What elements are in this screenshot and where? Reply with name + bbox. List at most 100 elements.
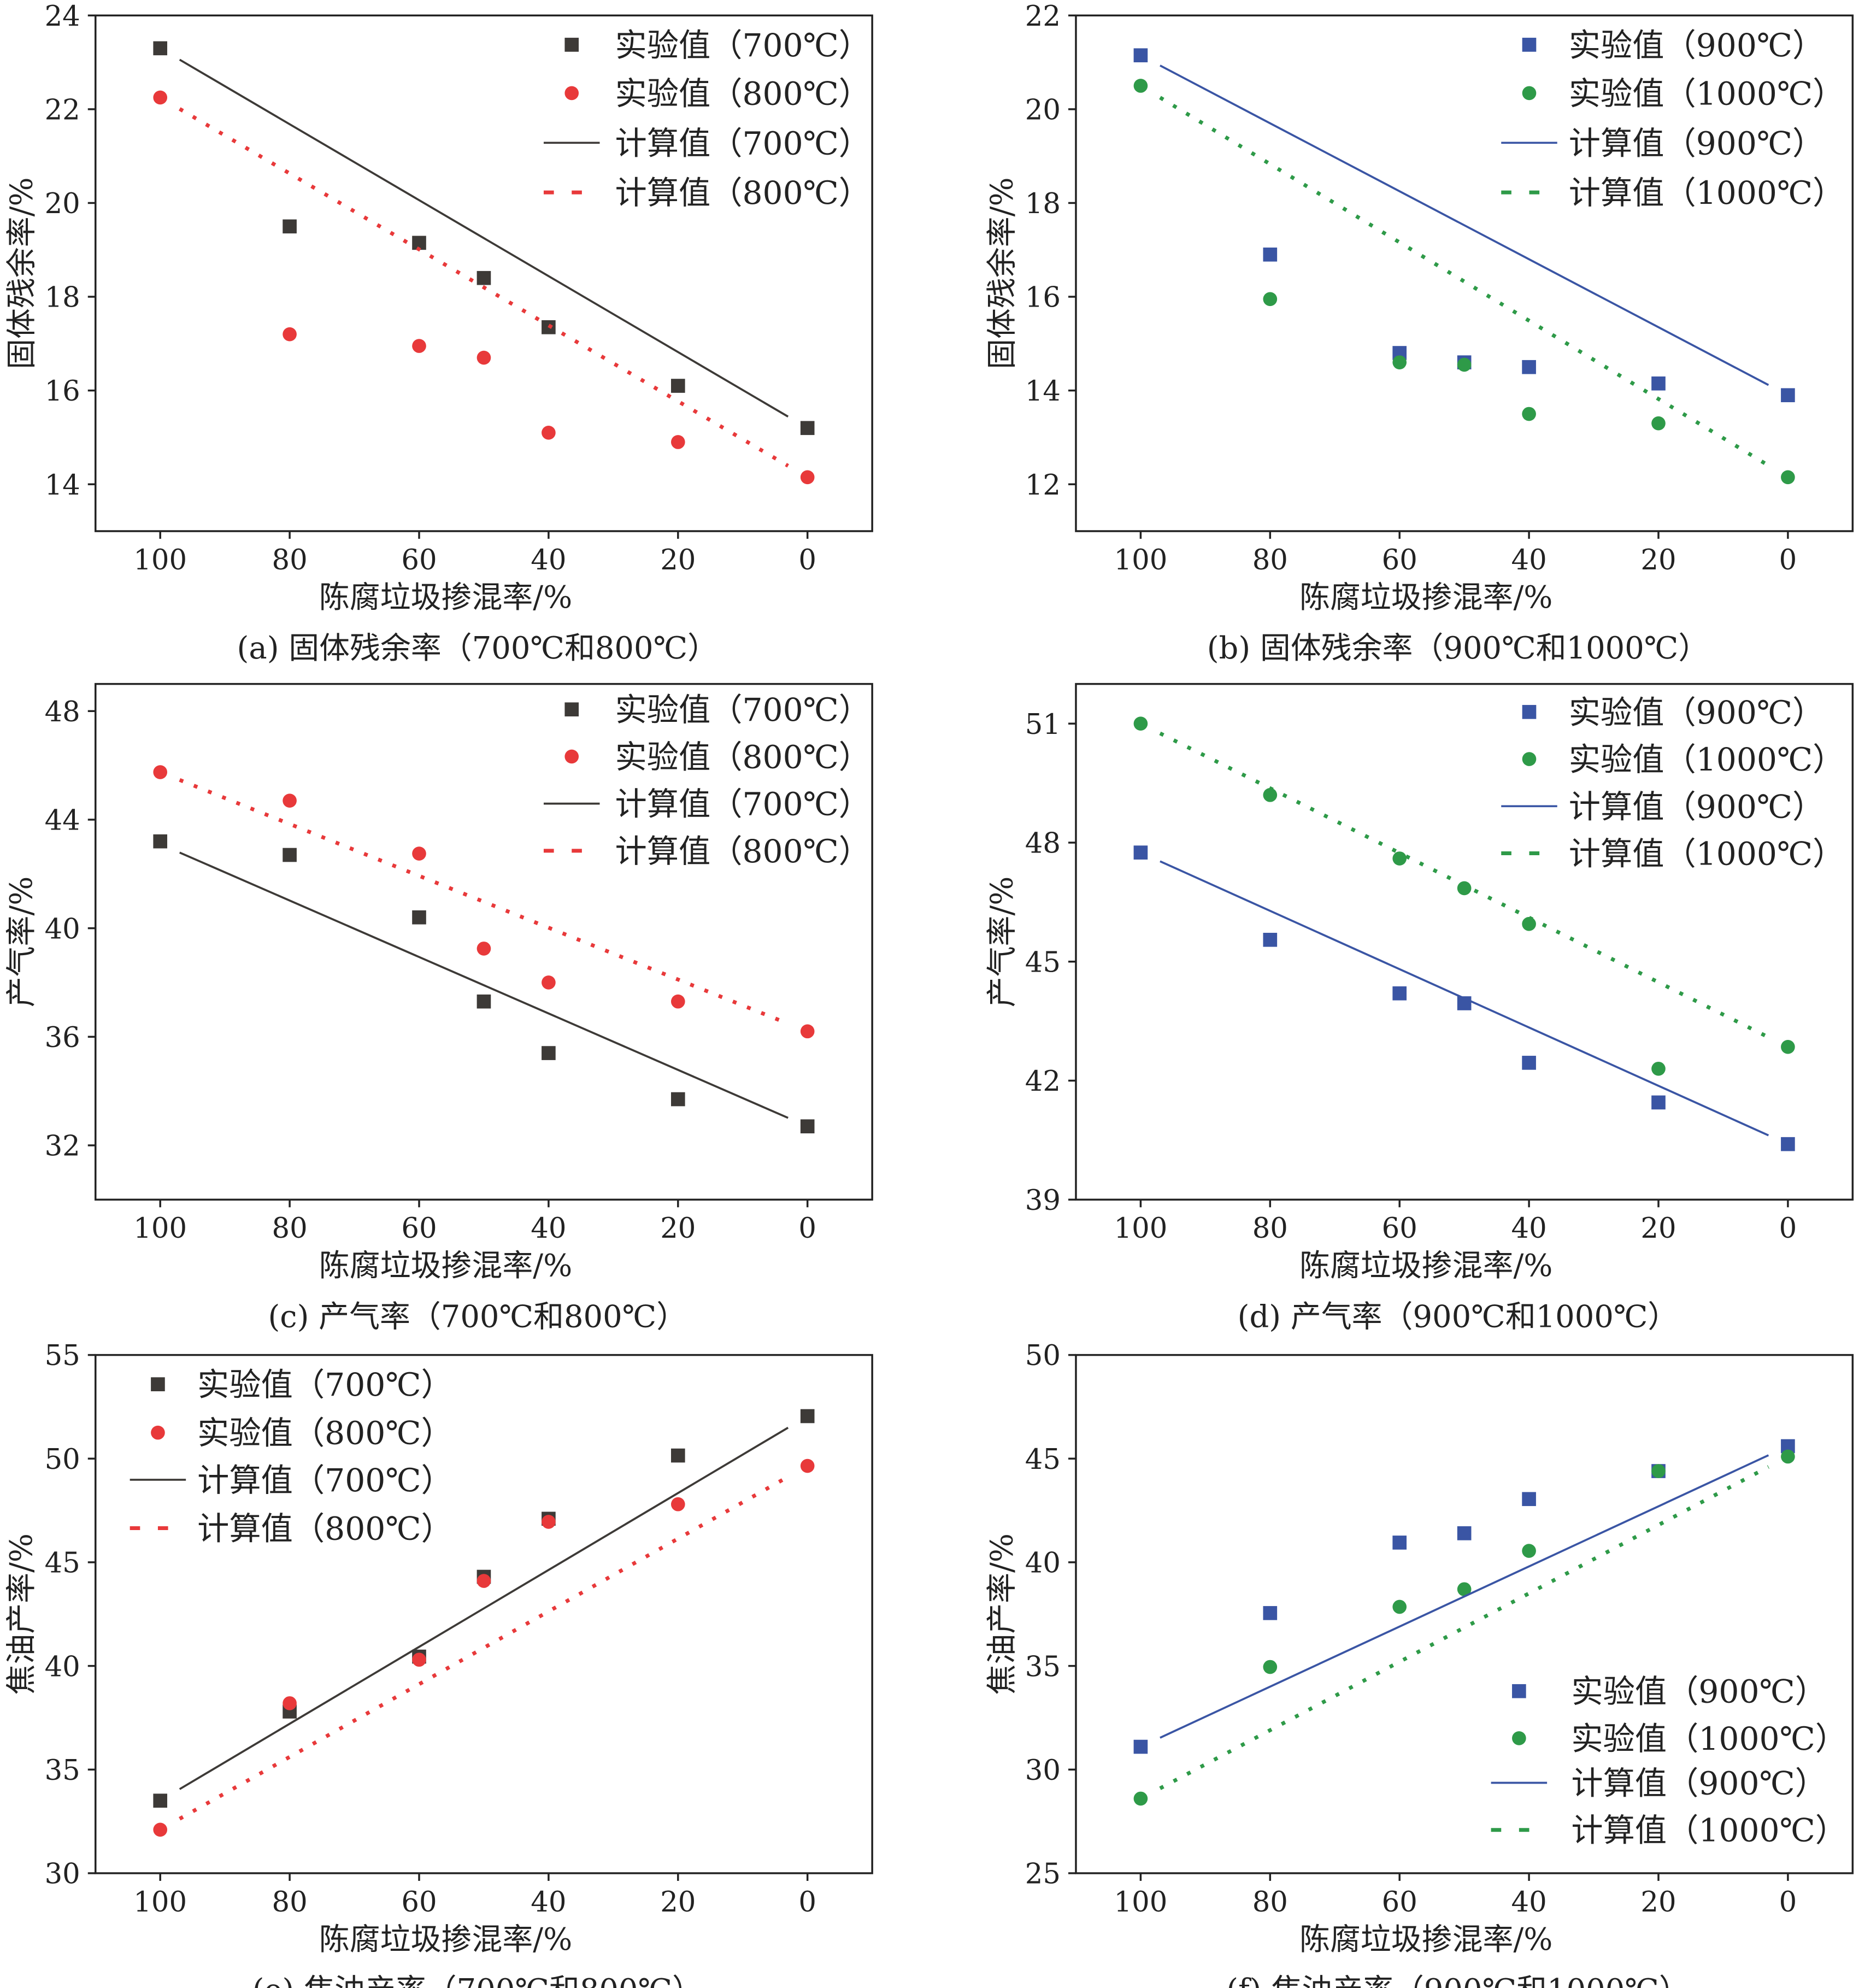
x-tick-label: 60 [401, 544, 437, 577]
data-point-circle [1781, 1040, 1795, 1054]
y-tick-label: 48 [45, 696, 80, 728]
panel-e: 30 35 40 45 50 55 100 80 60 40 20 0 陈腐垃圾掺混率/% 焦油产率/% (… [4, 1339, 873, 1988]
legend-label: 计算值（900℃） [1569, 788, 1825, 825]
x-tick-label: 100 [133, 544, 187, 577]
calc-line-solid [1160, 1454, 1769, 1739]
data-point-circle [1133, 1791, 1148, 1806]
y-tick-label: 50 [45, 1443, 80, 1476]
x-tick-label: 40 [531, 544, 566, 577]
y-tick-label: 55 [45, 1339, 80, 1372]
x-tick-label: 100 [1114, 1212, 1168, 1245]
legend-marker-circle [1512, 1731, 1526, 1745]
data-point-square [1457, 1526, 1472, 1540]
panel-d: 39 42 45 48 51 100 80 60 40 20 0 陈腐垃圾掺混率/% 产气率/% (d) … [984, 683, 1854, 1334]
x-tick-label: 40 [1511, 1886, 1546, 1919]
data-point-square [800, 1409, 815, 1424]
x-axis-label: 陈腐垃圾掺混率/% [1299, 1922, 1552, 1957]
legend-label: 实验值（1000℃） [1569, 75, 1845, 112]
data-point-circle [1263, 292, 1278, 307]
data-point-circle [476, 350, 491, 365]
panel-b: 12 14 16 18 20 22 100 80 60 40 20 0 陈腐垃圾掺混率/% 固体残余率/%… [984, 0, 1854, 666]
data-point-circle [542, 1515, 556, 1529]
legend-marker-square [1522, 705, 1537, 719]
data-point-square [1392, 986, 1407, 1001]
calc-line-dashed [179, 778, 789, 1026]
y-tick-label: 18 [1025, 187, 1061, 220]
data-point-square [1133, 1739, 1148, 1754]
x-tick-label: 100 [1114, 1886, 1168, 1919]
calc-line-dashed [179, 1475, 789, 1821]
x-tick-label: 40 [531, 1886, 566, 1919]
legend-marker-circle [1522, 752, 1537, 766]
y-tick-label: 20 [1025, 94, 1061, 127]
data-point-circle [670, 1497, 685, 1511]
y-tick-label: 36 [45, 1021, 80, 1054]
legend-marker-square [564, 702, 579, 717]
legend-marker-square [1522, 38, 1537, 52]
x-tick-label: 60 [1382, 1212, 1417, 1245]
data-point-circle [1522, 1544, 1536, 1558]
panel-caption: (b) 固体残余率（900℃和1000℃） [1207, 631, 1709, 666]
y-axis-label: 产气率/% [984, 877, 1020, 1008]
x-tick-label: 80 [272, 544, 307, 577]
y-tick-label: 42 [1025, 1065, 1061, 1098]
data-point-square [1522, 360, 1536, 374]
y-tick-label: 44 [45, 804, 80, 837]
data-point-circle [800, 1024, 815, 1039]
y-tick-label: 39 [1025, 1184, 1061, 1217]
data-point-circle [1392, 1599, 1407, 1614]
data-point-circle [542, 975, 556, 990]
x-tick-label: 80 [1252, 1212, 1288, 1245]
data-point-circle [476, 1574, 491, 1588]
legend-label: 计算值（900℃） [1571, 1765, 1827, 1802]
y-axis-label: 固体残余率/% [4, 177, 39, 369]
y-tick-label: 40 [45, 1650, 80, 1683]
legend: 实验值（900℃） 实验值（1000℃） 计算值（900℃） 计算值（1000℃） [1491, 1673, 1847, 1849]
y-axis-label: 产气率/% [4, 877, 39, 1008]
calc-line-solid [1160, 860, 1769, 1137]
data-point-square [1781, 388, 1795, 403]
legend-label: 计算值（1000℃） [1569, 174, 1845, 211]
calc-line-dashed [178, 107, 789, 468]
y-tick-label: 35 [45, 1754, 80, 1787]
x-tick-label: 20 [1640, 1212, 1676, 1245]
y-tick-label: 18 [45, 281, 80, 314]
legend-label: 实验值（800℃） [197, 1415, 453, 1452]
y-tick-label: 24 [45, 0, 80, 33]
legend-marker-square [1512, 1684, 1526, 1698]
data-point-circle [476, 942, 491, 956]
data-point-circle [1392, 355, 1407, 369]
x-tick-label: 0 [798, 1212, 816, 1245]
calc-line-dashed [1159, 731, 1769, 1039]
calc-line-solid [1160, 64, 1769, 386]
data-point-circle [412, 1652, 426, 1667]
y-tick-label: 30 [45, 1858, 80, 1891]
x-tick-label: 20 [1640, 1886, 1676, 1919]
legend-label: 计算值（800℃） [615, 833, 870, 870]
legend-label: 计算值（800℃） [197, 1510, 453, 1547]
panel-c: 32 36 40 44 48 100 80 60 40 20 0 陈腐垃圾掺混率/% 产气率/% (c) … [4, 683, 873, 1334]
data-point-square [542, 1046, 556, 1060]
y-tick-label: 25 [1025, 1858, 1061, 1891]
data-point-square [153, 1793, 168, 1808]
x-axis-label: 陈腐垃圾掺混率/% [319, 580, 572, 615]
y-tick-label: 48 [1025, 827, 1061, 860]
legend: 实验值（700℃） 实验值（800℃） 计算值（700℃） 计算值（800℃） [543, 27, 870, 211]
data-point-circle [283, 327, 297, 342]
data-point-circle [1457, 1582, 1472, 1597]
x-tick-label: 0 [1779, 1886, 1797, 1919]
y-tick-label: 45 [1025, 1443, 1061, 1476]
data-point-circle [1392, 851, 1407, 866]
data-point-circle [153, 1822, 168, 1837]
y-tick-label: 16 [1025, 281, 1061, 314]
legend-label: 计算值（700℃） [615, 125, 870, 162]
x-tick-label: 80 [1252, 544, 1288, 577]
plot-frame [1075, 1354, 1854, 1874]
data-point-circle [1263, 1660, 1278, 1674]
x-tick-label: 40 [531, 1212, 566, 1245]
panel-caption: (e) 焦油产率（700℃和800℃） [252, 1973, 703, 1988]
y-tick-label: 40 [1025, 1547, 1061, 1580]
panel-caption: (c) 产气率（700℃和800℃） [268, 1299, 687, 1334]
panel-f: 25 30 35 40 45 50 100 80 60 40 20 0 陈腐垃圾掺混率/% 焦油产率/% (… [984, 1339, 1854, 1988]
legend-label: 计算值（1000℃） [1569, 835, 1845, 872]
